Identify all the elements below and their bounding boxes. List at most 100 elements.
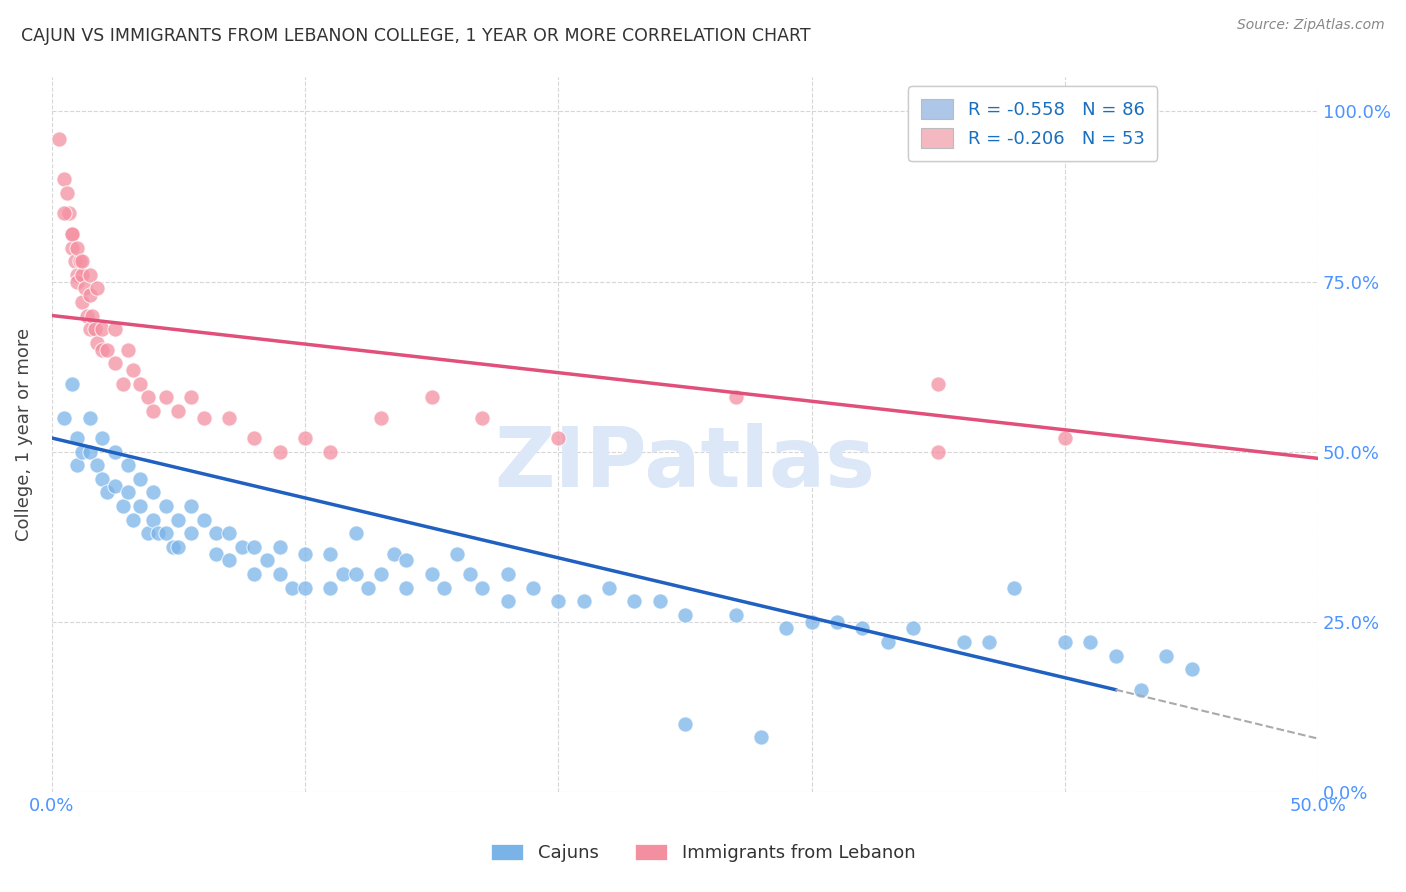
Point [180,390,202,404]
Point [162,540,184,554]
Point [70,444,93,458]
Point [180,499,202,513]
Point [901,622,924,636]
Point [344,567,367,582]
Point [63,254,86,268]
Point [294,581,316,595]
Point [60,240,83,254]
Point [111,499,134,513]
Point [1180,662,1202,676]
Point [69,254,91,268]
Point [218,410,240,425]
Point [167,403,190,417]
Point [433,581,456,595]
Point [91,343,114,357]
Point [496,567,519,582]
Point [66,458,89,473]
Point [66,275,89,289]
Point [82,309,104,323]
Text: ZIPatlas: ZIPatlas [495,423,876,504]
Point [193,410,215,425]
Point [231,540,253,554]
Point [142,485,165,500]
Point [167,513,190,527]
Point [79,268,101,282]
Point [547,594,569,608]
Point [458,567,481,582]
Point [395,581,418,595]
Y-axis label: College, 1 year or more: College, 1 year or more [15,328,32,541]
Point [73,281,96,295]
Point [121,363,143,377]
Point [851,622,873,636]
Point [142,513,165,527]
Point [66,240,89,254]
Point [83,322,105,336]
Point [79,288,101,302]
Point [319,444,342,458]
Point [977,635,1000,649]
Point [256,553,278,567]
Point [129,472,152,486]
Point [269,540,291,554]
Legend: R = -0.558   N = 86, R = -0.206   N = 53: R = -0.558 N = 86, R = -0.206 N = 53 [908,87,1157,161]
Point [332,567,354,582]
Point [155,499,177,513]
Point [294,431,316,445]
Point [167,540,190,554]
Point [91,431,114,445]
Point [205,526,228,541]
Point [70,294,93,309]
Point [66,268,89,282]
Point [86,335,108,350]
Point [572,594,595,608]
Point [142,403,165,417]
Point [56,186,79,200]
Point [243,540,266,554]
Point [104,444,127,458]
Point [121,513,143,527]
Point [60,227,83,241]
Point [104,478,127,492]
Point [66,431,89,445]
Point [86,458,108,473]
Point [1154,648,1177,663]
Point [146,526,169,541]
Point [79,410,101,425]
Point [1129,682,1152,697]
Point [96,485,118,500]
Point [1002,581,1025,595]
Point [876,635,898,649]
Point [136,526,159,541]
Point [1053,431,1076,445]
Point [155,390,177,404]
Point [648,594,671,608]
Point [70,268,93,282]
Point [623,594,645,608]
Point [319,547,342,561]
Point [111,376,134,391]
Point [117,485,139,500]
Point [952,635,974,649]
Point [155,526,177,541]
Point [180,526,202,541]
Point [724,390,747,404]
Point [598,581,620,595]
Point [86,281,108,295]
Point [395,553,418,567]
Point [91,322,114,336]
Point [1053,635,1076,649]
Point [218,526,240,541]
Point [1078,635,1101,649]
Point [269,444,291,458]
Point [927,444,949,458]
Point [724,607,747,622]
Point [319,581,342,595]
Point [344,526,367,541]
Point [673,716,696,731]
Point [117,458,139,473]
Point [446,547,468,561]
Point [357,581,380,595]
Point [420,390,443,404]
Point [927,376,949,391]
